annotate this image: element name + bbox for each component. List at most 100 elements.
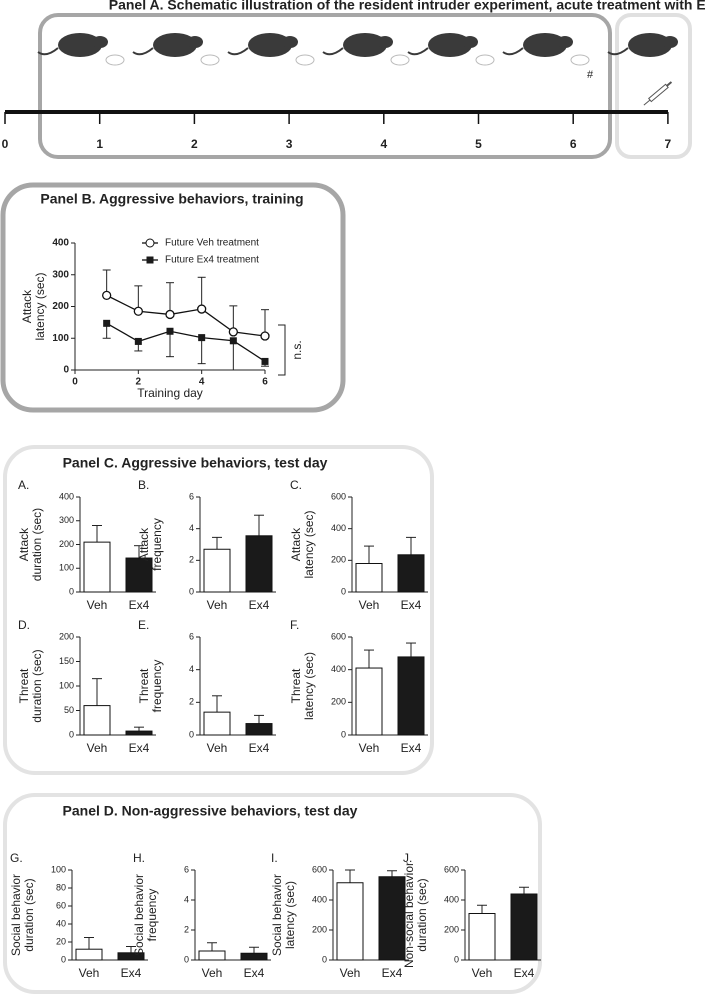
timeline-label: 3 xyxy=(286,137,293,151)
y-axis-label: duration (sec) xyxy=(22,878,36,951)
point xyxy=(197,304,207,314)
point xyxy=(198,334,206,342)
y-tick-label: 200 xyxy=(331,555,346,565)
x-tick-label: Veh xyxy=(359,741,380,755)
point xyxy=(102,290,112,301)
panel-c-title: Panel C. Aggressive behaviors, test day xyxy=(63,455,328,471)
bar xyxy=(203,711,231,736)
x-tick-label: Veh xyxy=(202,966,223,980)
y-axis-label: Threat xyxy=(137,668,151,703)
x-tick-label: Veh xyxy=(340,966,361,980)
y-tick-label: 300 xyxy=(59,515,74,525)
y-axis-label: Threat xyxy=(17,668,31,703)
x-tick-label: Veh xyxy=(87,598,108,612)
y-tick-label: 600 xyxy=(331,631,346,641)
rat-icon xyxy=(523,33,567,57)
y-axis-label: Attack xyxy=(17,527,31,561)
point xyxy=(133,306,143,316)
y-tick-label: 100 xyxy=(59,680,74,690)
mouse-icon xyxy=(390,54,410,66)
panel-label: B. xyxy=(138,478,149,492)
y-tick-label: 4 xyxy=(184,894,189,904)
y-axis-label: Non-social behavior xyxy=(402,862,416,968)
timeline-label: 5 xyxy=(475,137,482,151)
rat-tail xyxy=(132,47,154,56)
y-tick-label: 40 xyxy=(56,918,66,928)
panel-label: J. xyxy=(403,851,412,865)
y-tick-label: 150 xyxy=(59,656,74,666)
bar xyxy=(468,913,496,961)
legend-marker xyxy=(146,256,154,264)
timeline-label: 0 xyxy=(2,137,9,151)
panel-label: F. xyxy=(290,618,299,632)
y-tick-label: 200 xyxy=(444,924,459,934)
rat-tail xyxy=(227,47,249,56)
bar xyxy=(125,557,153,593)
point xyxy=(229,337,237,345)
x-tick-label: Veh xyxy=(472,966,493,980)
y-tick-label: 0 xyxy=(341,729,346,739)
bar xyxy=(245,535,273,593)
y-tick-label: 0 xyxy=(341,586,346,596)
y-tick-label: 0 xyxy=(63,365,69,376)
y-tick-label: 600 xyxy=(331,491,346,501)
y-tick-label: 2 xyxy=(189,555,194,565)
y-tick-label: 100 xyxy=(52,333,69,344)
point xyxy=(103,319,111,327)
x-axis-label: Training day xyxy=(137,386,203,400)
bar xyxy=(510,893,538,961)
bracket xyxy=(278,324,286,376)
panel-b-box xyxy=(0,182,346,413)
point xyxy=(166,327,174,335)
y-axis-label: Social behavior xyxy=(9,874,23,956)
y-tick-label: 200 xyxy=(59,631,74,641)
y-tick-label: 200 xyxy=(331,697,346,707)
point xyxy=(228,327,238,337)
x-tick-label: 4 xyxy=(199,377,205,388)
rat-tail xyxy=(37,47,59,56)
y-tick-label: 400 xyxy=(331,664,346,674)
y-tick-label: 100 xyxy=(59,563,74,573)
y-tick-label: 400 xyxy=(52,238,69,249)
y-axis-label: duration (sec) xyxy=(30,649,44,722)
x-tick-label: Veh xyxy=(207,741,228,755)
y-tick-label: 0 xyxy=(184,954,189,964)
panel-d-title: Panel D. Non-aggressive behaviors, test … xyxy=(63,803,358,819)
annotation: n.s. xyxy=(290,340,304,359)
timeline-label: 1 xyxy=(96,137,103,151)
y-tick-label: 4 xyxy=(189,664,194,674)
x-tick-label: Ex4 xyxy=(401,598,422,612)
x-tick-label: Ex4 xyxy=(121,966,142,980)
y-axis-label: frequency xyxy=(150,518,164,571)
y-tick-label: 2 xyxy=(189,697,194,707)
bar xyxy=(198,950,226,961)
series-line xyxy=(106,294,266,337)
point xyxy=(134,337,142,345)
mouse-icon xyxy=(295,54,315,66)
syringe xyxy=(643,81,673,106)
y-tick-label: 400 xyxy=(59,491,74,501)
legend-label: Future Veh treatment xyxy=(165,238,259,249)
point xyxy=(260,331,270,341)
y-axis-label: Threat xyxy=(289,668,303,703)
y-tick-label: 0 xyxy=(322,954,327,964)
y-tick-label: 20 xyxy=(56,936,66,946)
rat-tail xyxy=(502,47,524,56)
y-axis-label: latency (sec) xyxy=(283,881,297,949)
annotation: # xyxy=(587,69,594,81)
rat-tail xyxy=(322,47,344,56)
mouse-icon xyxy=(570,54,590,66)
y-tick-label: 0 xyxy=(189,586,194,596)
rat-head xyxy=(557,36,573,48)
y-axis-label: frequency xyxy=(150,660,164,713)
panel-label: I. xyxy=(271,851,278,865)
bar xyxy=(397,554,425,593)
x-tick-label: 2 xyxy=(136,377,142,388)
y-tick-label: 400 xyxy=(331,523,346,533)
y-tick-label: 60 xyxy=(56,900,66,910)
series-line xyxy=(106,322,266,362)
timeline-label: 2 xyxy=(191,137,198,151)
y-tick-label: 0 xyxy=(454,954,459,964)
panel-b-title: Panel B. Aggressive behaviors, training xyxy=(40,191,303,207)
